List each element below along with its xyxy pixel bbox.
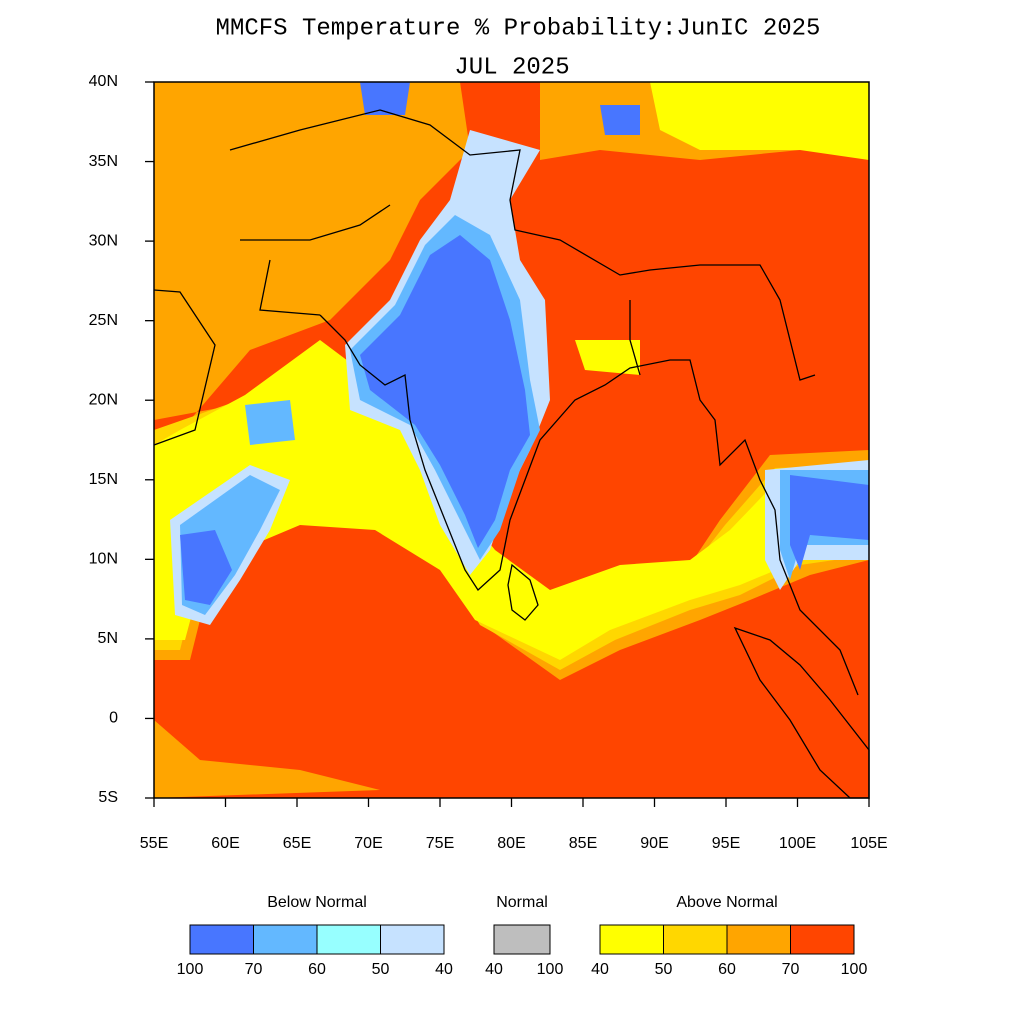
field-yellow	[154, 82, 869, 660]
x-tick-label: 55E	[140, 835, 168, 852]
legend-title: Above Normal	[676, 894, 777, 911]
subtitle: JUL 2025	[454, 54, 569, 81]
legend-label: 40	[485, 961, 503, 978]
legend-label: 100	[841, 961, 868, 978]
sri-lanka	[507, 563, 539, 621]
legend-title: Below Normal	[267, 894, 367, 911]
x-tick-label: 60E	[211, 835, 239, 852]
legend-swatch	[790, 924, 855, 955]
legend-swatch	[493, 924, 551, 955]
legend-label: 50	[655, 961, 673, 978]
y-tick-label: 40N	[89, 73, 118, 90]
legend-label: 40	[435, 961, 453, 978]
x-tick-label: 75E	[426, 835, 454, 852]
legend-label: 60	[718, 961, 736, 978]
x-tick-label: 65E	[283, 835, 311, 852]
legend-label: 60	[308, 961, 326, 978]
title: MMCFS Temperature % Probability:JunIC 20…	[216, 15, 821, 42]
probability-field	[154, 82, 869, 798]
legend-swatch	[316, 924, 381, 955]
legend-swatch	[253, 924, 318, 955]
legend-swatch	[599, 924, 664, 955]
legend-swatch	[189, 924, 254, 955]
legend-label: 50	[372, 961, 390, 978]
y-tick-label: 10N	[89, 551, 118, 568]
field-blue	[180, 82, 869, 605]
x-tick-label: 70E	[354, 835, 382, 852]
legend-label: 40	[591, 961, 609, 978]
y-tick-label: 25N	[89, 312, 118, 329]
y-tick-label: 0	[109, 710, 118, 727]
x-tick-label: 80E	[497, 835, 525, 852]
x-tick-label: 85E	[569, 835, 597, 852]
x-tick-label: 95E	[712, 835, 740, 852]
legend-label: 100	[537, 961, 564, 978]
y-tick-label: 30N	[89, 232, 118, 249]
x-tick-label: 100E	[779, 835, 816, 852]
legend-label: 70	[245, 961, 263, 978]
india-coast	[319, 314, 859, 696]
legend-swatch	[726, 924, 791, 955]
y-tick-label: 5S	[98, 789, 118, 806]
legend-swatch	[380, 924, 445, 955]
y-tick-label: 35N	[89, 153, 118, 170]
borders	[153, 109, 816, 446]
legend-label: 100	[177, 961, 204, 978]
y-tick-label: 20N	[89, 391, 118, 408]
legend-title: Normal	[496, 894, 548, 911]
y-tick-label: 5N	[98, 630, 118, 647]
coastlines	[153, 109, 870, 799]
legend-swatch	[663, 924, 728, 955]
field-orange	[154, 82, 869, 798]
x-tick-label: 90E	[640, 835, 668, 852]
legend-label: 70	[782, 961, 800, 978]
y-tick-label: 15N	[89, 471, 118, 488]
x-tick-label: 105E	[850, 835, 887, 852]
